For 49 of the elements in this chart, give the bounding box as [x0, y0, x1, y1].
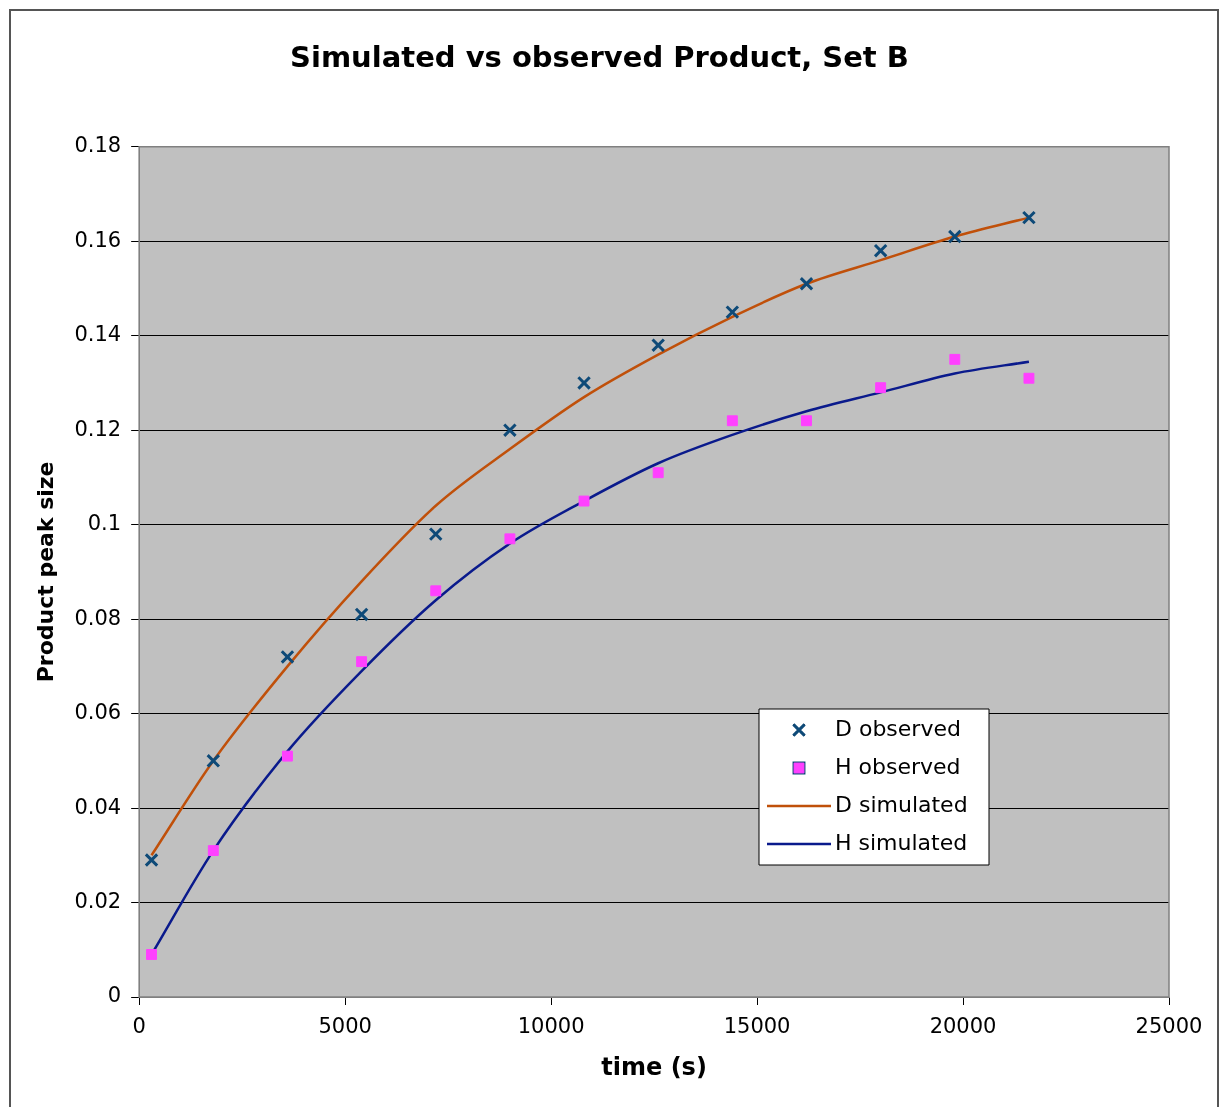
- point: [947, 229, 962, 244]
- legend-label: D observed: [835, 715, 961, 741]
- y-tick-label: 0.1: [87, 511, 122, 536]
- y-axis-title: Product peak size: [32, 461, 58, 683]
- point: [430, 585, 442, 597]
- point: [801, 415, 812, 427]
- legend-label: H simulated: [835, 829, 968, 855]
- x-axis-title: time (s): [601, 1052, 707, 1081]
- point: [725, 304, 740, 320]
- x-tick-label: 25000: [1135, 1014, 1203, 1039]
- y-tick-label: 0.14: [74, 322, 122, 347]
- y-tick-label: 0.06: [74, 700, 122, 725]
- y-tick-label: 0: [107, 983, 122, 1008]
- y-tick-label: 0.04: [74, 794, 122, 819]
- point: [428, 526, 443, 542]
- point: [873, 243, 888, 258]
- y-tick-label: 0.18: [74, 133, 122, 158]
- x-tick-label: 0: [132, 1014, 146, 1039]
- legend-label: D simulated: [835, 791, 968, 817]
- point: [502, 423, 518, 438]
- y-tick-label: 0.16: [74, 227, 122, 252]
- point: [207, 845, 219, 857]
- point: [949, 353, 961, 365]
- chart-title: Simulated vs observed Product, Set B: [290, 39, 909, 74]
- point: [504, 533, 516, 545]
- point: [146, 949, 157, 960]
- y-tick-label: 0.08: [74, 605, 122, 630]
- point: [651, 338, 666, 353]
- y-tick-label: 0.02: [74, 888, 122, 913]
- point: [1023, 372, 1035, 384]
- x-tick-label: 5000: [318, 1014, 372, 1039]
- point: [726, 415, 738, 427]
- point: [652, 467, 664, 479]
- point: [282, 750, 293, 762]
- point: [875, 382, 887, 394]
- point: [144, 852, 159, 868]
- point: [578, 495, 590, 507]
- point: [206, 753, 221, 768]
- point: [576, 375, 592, 391]
- point: [356, 656, 368, 668]
- legend-label: H observed: [835, 753, 961, 779]
- y-tick-label: 0.12: [74, 416, 122, 441]
- point: [799, 276, 814, 291]
- point: [1021, 210, 1037, 225]
- x-tick-label: 10000: [517, 1014, 585, 1039]
- point: [280, 649, 295, 665]
- x-tick-label: 20000: [929, 1014, 997, 1039]
- point: [354, 607, 369, 622]
- x-tick-label: 15000: [723, 1014, 791, 1039]
